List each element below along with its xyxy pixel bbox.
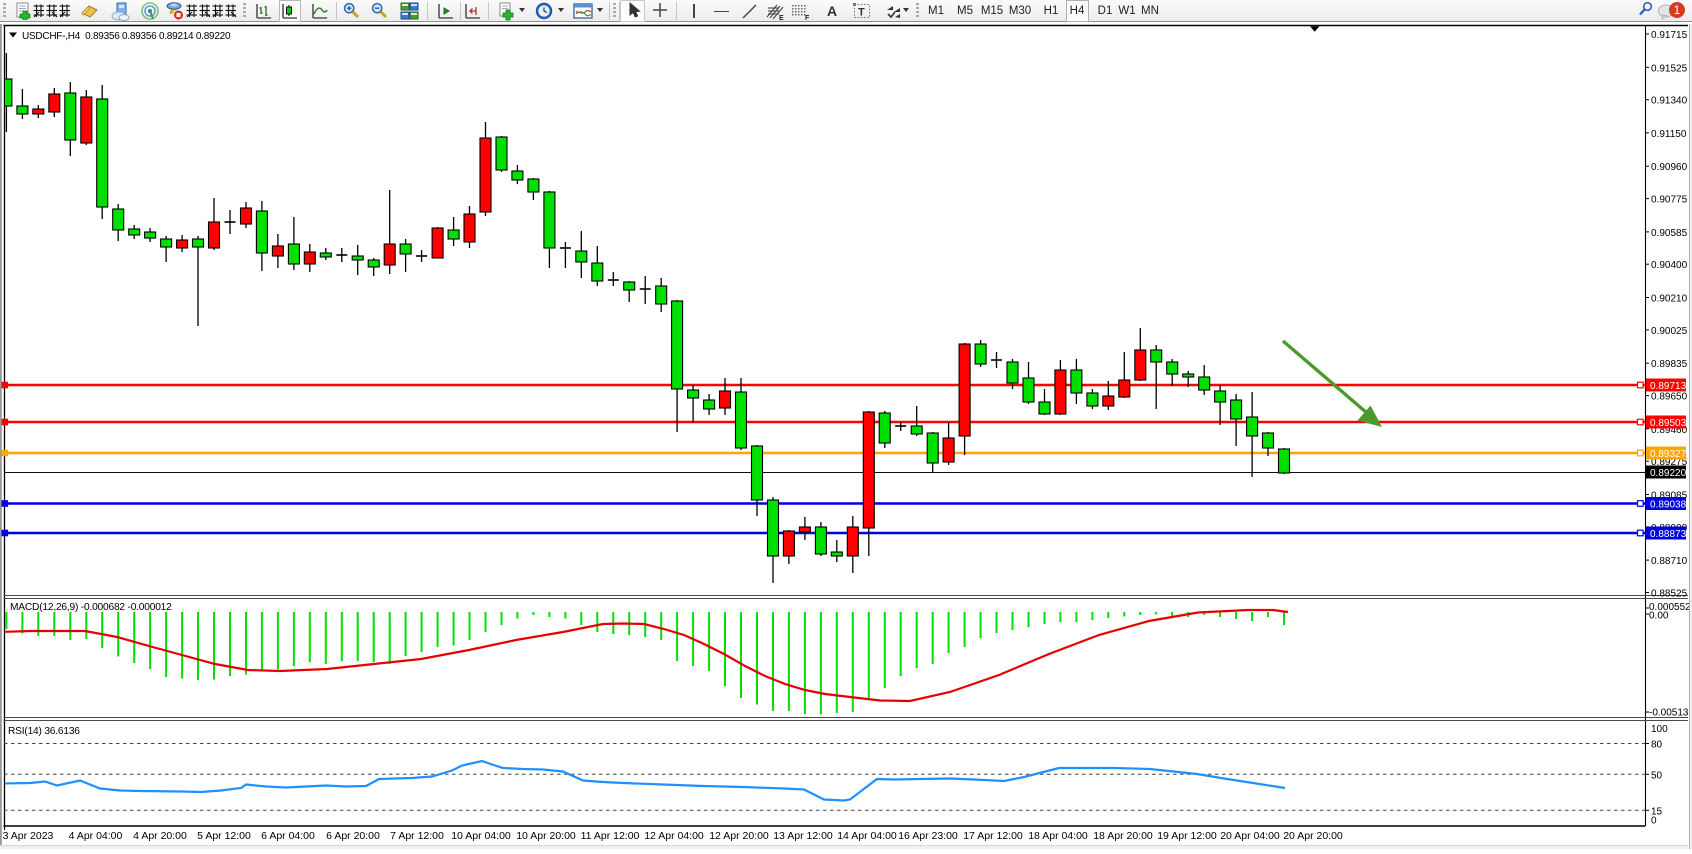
svg-text:14 Apr 04:00: 14 Apr 04:00 — [837, 830, 897, 842]
svg-text:USDCHF-,H4 0.89356 0.89356 0.: USDCHF-,H4 0.89356 0.89356 0.89214 0.892… — [22, 31, 231, 42]
svg-text:20 Apr 04:00: 20 Apr 04:00 — [1220, 830, 1280, 842]
svg-text:0.88525: 0.88525 — [1651, 589, 1688, 600]
svg-text:4 Apr 20:00: 4 Apr 20:00 — [133, 830, 187, 842]
svg-text:0.90210: 0.90210 — [1651, 294, 1688, 305]
svg-text:0.89503: 0.89503 — [1650, 418, 1687, 429]
svg-text:13 Apr 12:00: 13 Apr 12:00 — [773, 830, 833, 842]
svg-text:0.90960: 0.90960 — [1651, 162, 1688, 173]
svg-text:50: 50 — [1651, 770, 1663, 781]
svg-text:0.00: 0.00 — [1649, 611, 1669, 622]
svg-text:0.88710: 0.88710 — [1651, 556, 1688, 567]
svg-text:0.89460: 0.89460 — [1651, 425, 1688, 436]
svg-text:15: 15 — [1651, 806, 1663, 817]
svg-text:20 Apr 20:00: 20 Apr 20:00 — [1283, 830, 1343, 842]
svg-text:6 Apr 20:00: 6 Apr 20:00 — [326, 830, 380, 842]
svg-text:E: E — [779, 15, 784, 21]
svg-text:4 Apr 04:00: 4 Apr 04:00 — [69, 830, 123, 842]
svg-text:T: T — [858, 7, 865, 19]
svg-text:12 Apr 20:00: 12 Apr 20:00 — [709, 830, 769, 842]
svg-text:1: 1 — [1674, 3, 1681, 17]
svg-text:F: F — [805, 15, 810, 21]
svg-text:17 Apr 12:00: 17 Apr 12:00 — [963, 830, 1023, 842]
svg-text:0: 0 — [1651, 816, 1657, 827]
svg-text:7 Apr 12:00: 7 Apr 12:00 — [390, 830, 444, 842]
svg-text:0.91525: 0.91525 — [1651, 63, 1688, 74]
svg-text:0.91340: 0.91340 — [1651, 96, 1688, 107]
svg-text:0.89038: 0.89038 — [1650, 500, 1687, 511]
svg-text:0.89085: 0.89085 — [1651, 491, 1688, 502]
svg-text:0.89650: 0.89650 — [1651, 392, 1688, 403]
svg-text:0.89275: 0.89275 — [1651, 457, 1688, 468]
svg-text:80: 80 — [1651, 740, 1663, 751]
svg-text:0.89713: 0.89713 — [1650, 381, 1687, 392]
svg-text:MACD(12,26,9) -0.000682 -0.000: MACD(12,26,9) -0.000682 -0.000012 — [10, 602, 172, 613]
svg-text:19 Apr 12:00: 19 Apr 12:00 — [1157, 830, 1217, 842]
svg-text:0.000552: 0.000552 — [1649, 602, 1691, 613]
svg-text:18 Apr 20:00: 18 Apr 20:00 — [1093, 830, 1153, 842]
svg-text:0.91715: 0.91715 — [1651, 30, 1688, 41]
svg-text:16 Apr 23:00: 16 Apr 23:00 — [898, 830, 958, 842]
svg-text:0.90025: 0.90025 — [1651, 326, 1688, 337]
svg-text:3 Apr 2023: 3 Apr 2023 — [3, 830, 54, 842]
svg-text:0.89835: 0.89835 — [1651, 359, 1688, 370]
svg-text:18 Apr 04:00: 18 Apr 04:00 — [1028, 830, 1088, 842]
svg-text:5 Apr 12:00: 5 Apr 12:00 — [197, 830, 251, 842]
svg-text:11 Apr 12:00: 11 Apr 12:00 — [581, 830, 640, 842]
svg-text:6 Apr 04:00: 6 Apr 04:00 — [261, 830, 315, 842]
svg-text:RSI(14) 36.6136: RSI(14) 36.6136 — [8, 726, 80, 737]
svg-text:0.89220: 0.89220 — [1650, 468, 1687, 479]
svg-text:0.91150: 0.91150 — [1651, 129, 1687, 140]
svg-text:0.89327: 0.89327 — [1650, 449, 1687, 460]
svg-text:-0.00513: -0.00513 — [1649, 708, 1689, 719]
svg-text:0.88873: 0.88873 — [1650, 529, 1687, 540]
svg-text:100: 100 — [1651, 724, 1668, 735]
svg-text:0.90400: 0.90400 — [1651, 260, 1688, 271]
svg-text:0.90585: 0.90585 — [1651, 228, 1688, 239]
svg-text:10 Apr 04:00: 10 Apr 04:00 — [451, 830, 511, 842]
svg-text:0.90775: 0.90775 — [1651, 195, 1688, 206]
svg-text:12 Apr 04:00: 12 Apr 04:00 — [644, 830, 704, 842]
svg-text:10 Apr 20:00: 10 Apr 20:00 — [516, 830, 576, 842]
